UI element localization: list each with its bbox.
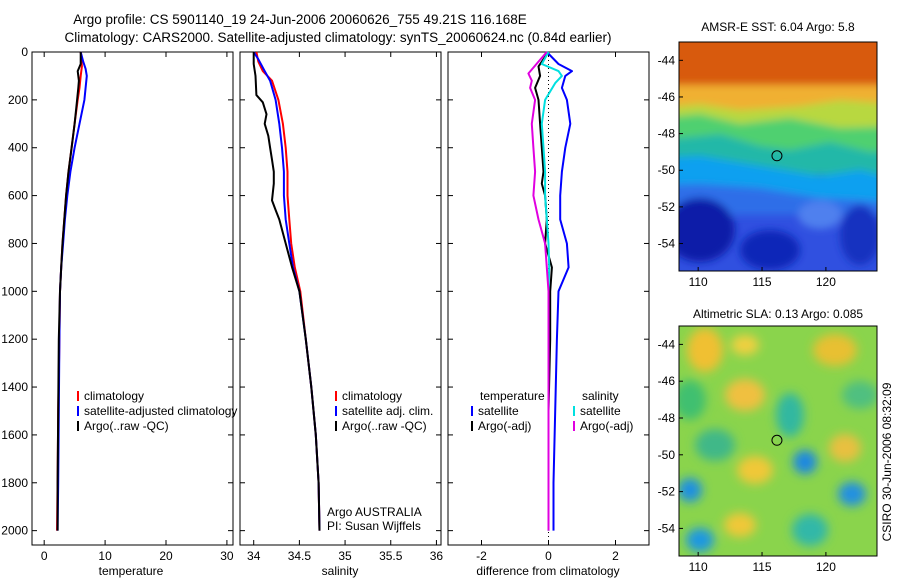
sst-heatmap <box>679 42 877 271</box>
y-tick-label: 2000 <box>1 524 28 538</box>
map-y-tick-label: -50 <box>658 448 676 462</box>
temperature-x-axis-label: temperature <box>99 564 164 578</box>
x-tick-label: 36 <box>430 549 444 563</box>
map-x-tick-label: 110 <box>689 275 708 289</box>
x-tick-label: -2 <box>476 549 487 563</box>
legend-header: salinity <box>582 389 619 403</box>
map-x-tick-label: 120 <box>816 275 836 289</box>
x-tick-label: 0 <box>41 549 48 563</box>
temperature-series-line-2 <box>56 52 82 531</box>
sla-map-axes: 110 115 120 -44 -46 -48 -50 -52 -54 <box>658 337 837 574</box>
y-tick-label: 1000 <box>1 284 28 298</box>
difference-series-line-3 <box>527 51 550 531</box>
figure-title-line2: Climatology: CARS2000. Satellite-adjuste… <box>64 30 611 45</box>
argo-float-marker <box>771 434 783 446</box>
credit-text: CSIRO 30-Jun-2006 08:32:09 <box>880 382 894 541</box>
difference-x-axis-label: difference from climatology <box>476 564 619 578</box>
map-y-tick-label: -46 <box>658 90 676 104</box>
y-tick-label: 1800 <box>1 476 28 490</box>
y-tick-label: 800 <box>8 236 28 250</box>
legend-label: satellite-adjusted climatology <box>84 404 237 418</box>
map-y-tick-label: -48 <box>658 127 676 141</box>
y-tick-label: 1600 <box>1 428 28 442</box>
legend-label: climatology <box>84 389 144 403</box>
legend-label: satellite adj. clim. <box>342 404 433 418</box>
x-tick-label: 2 <box>612 549 619 563</box>
map-y-tick-label: -52 <box>658 485 676 499</box>
x-tick-label: 20 <box>159 549 173 563</box>
y-tick-label: 600 <box>8 189 28 203</box>
map-y-tick-label: -44 <box>658 53 676 67</box>
map-y-tick-label: -44 <box>658 337 676 351</box>
map-y-tick-label: -52 <box>658 200 676 214</box>
salinity-panel: 34 34.5 35 35.5 36 salinity climatologysatelli… <box>239 51 444 578</box>
map-y-tick-label: -54 <box>658 237 676 251</box>
sla-heatmap <box>679 326 877 556</box>
sst-map-title: AMSR-E SST: 6.04 Argo: 5.8 <box>701 20 855 34</box>
x-tick-label: 30 <box>220 549 234 563</box>
salinity-series-line-0 <box>255 51 321 531</box>
annotation-line1: Argo AUSTRALIA <box>327 505 422 519</box>
y-tick-label: 1200 <box>1 332 28 346</box>
salinity-series-line-2 <box>252 52 321 531</box>
legend-label: satellite <box>478 404 519 418</box>
temperature-panel: 0 10 20 30 0 200 400 600 800 1000 1200 1400 1600 1800… <box>1 45 237 578</box>
map-y-tick-label: -54 <box>658 521 676 535</box>
figure-title-line1: Argo profile: CS 5901140_19 24-Jun-2006 … <box>73 12 527 27</box>
x-tick-label: 34 <box>247 549 261 563</box>
annotation-line2: PI: Susan Wijffels <box>327 519 421 533</box>
legend-label: Argo(..raw -QC) <box>84 419 169 433</box>
map-y-tick-label: -48 <box>658 411 676 425</box>
y-tick-label: 1400 <box>1 380 28 394</box>
legend-label: Argo(-adj) <box>478 419 531 433</box>
y-tick-label: 200 <box>8 93 28 107</box>
legend-label: satellite <box>580 404 621 418</box>
sla-map-title: Altimetric SLA: 0.13 Argo: 0.085 <box>693 307 863 321</box>
map-x-tick-label: 115 <box>752 275 771 289</box>
salinity-axes-frame <box>239 51 442 546</box>
difference-series-line-0 <box>546 51 573 531</box>
map-x-tick-label: 110 <box>689 560 708 574</box>
map-y-tick-label: -46 <box>658 374 676 388</box>
sst-map-axes: 110 115 120 -44 -46 -48 -50 -52 -54 <box>658 53 837 289</box>
x-tick-label: 0 <box>545 549 552 563</box>
difference-series-line-1 <box>534 51 553 531</box>
y-tick-label: 0 <box>21 45 28 59</box>
legend-label: Argo(..raw -QC) <box>342 419 427 433</box>
x-tick-label: 10 <box>98 549 112 563</box>
temperature-axes-frame <box>31 51 234 546</box>
salinity-series-line-1 <box>252 51 321 531</box>
y-tick-label: 400 <box>8 141 28 155</box>
argo-float-marker <box>771 150 783 162</box>
x-tick-label: 34.5 <box>288 549 312 563</box>
x-tick-label: 35 <box>338 549 352 563</box>
map-x-tick-label: 115 <box>752 560 771 574</box>
legend-label: climatology <box>342 389 402 403</box>
temperature-series-line-1 <box>56 51 88 531</box>
x-tick-label: 35.5 <box>379 549 403 563</box>
legend-label: Argo(-adj) <box>580 419 633 433</box>
legend-header: temperature <box>480 389 545 403</box>
map-y-tick-label: -50 <box>658 163 676 177</box>
salinity-x-axis-label: salinity <box>322 564 359 578</box>
map-x-tick-label: 120 <box>816 560 836 574</box>
